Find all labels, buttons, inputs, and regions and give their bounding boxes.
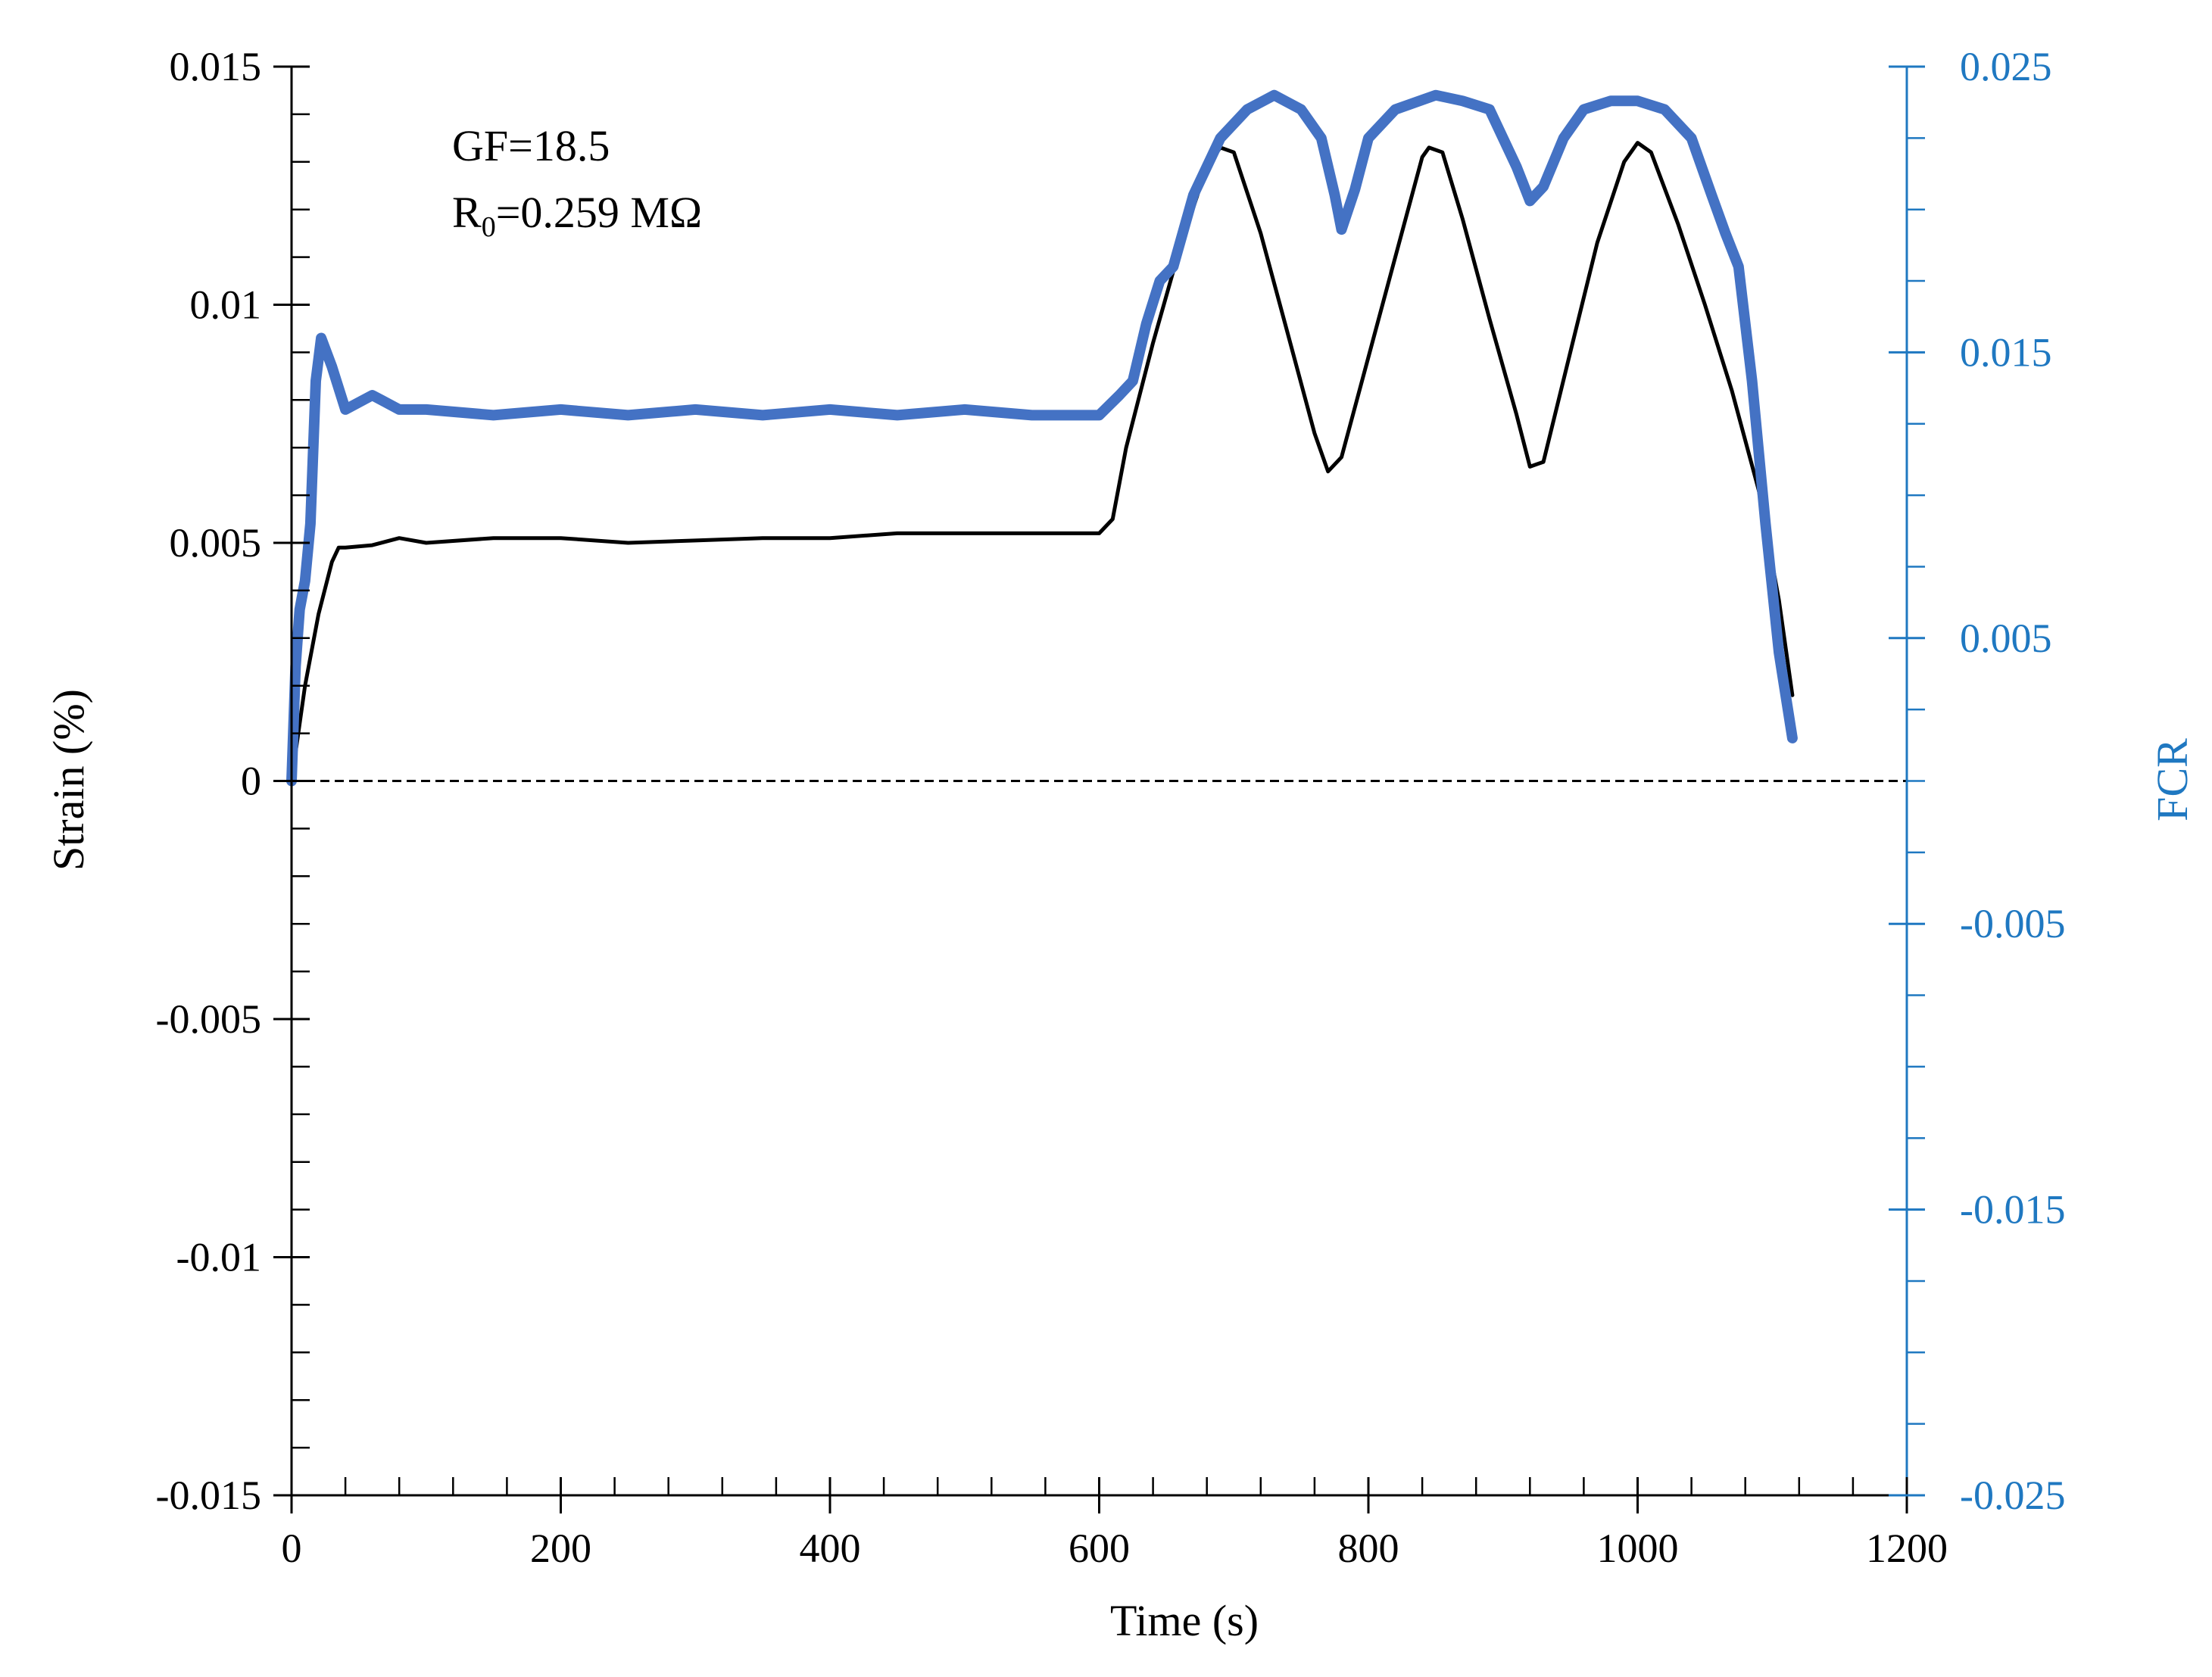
labels-layer: 0.015 0.01 0.005 0 -0.005 -0.01 -0.015 0 200 400 6… [156, 44, 2066, 1571]
x-tick-label: 800 [1338, 1526, 1399, 1571]
y-tick-label: 0 [241, 759, 261, 804]
fcr-series-line [286, 89, 1798, 787]
annotation-resistance: R0=0.259 MΩ [452, 188, 702, 243]
strain-series-line [289, 141, 1795, 783]
y-axis-title: Strain (%) [44, 689, 93, 871]
annotation-resistance-suffix: =0.259 MΩ [496, 188, 702, 237]
annotation-resistance-prefix: R [452, 188, 482, 237]
y2-tick-label: 0.015 [1960, 329, 2052, 375]
y2-tick-label: 0.025 [1960, 44, 2052, 89]
y2-tick-label: 0.005 [1960, 616, 2052, 661]
annotation-resistance-subscript: 0 [482, 211, 496, 243]
y-tick-label: -0.015 [156, 1473, 261, 1518]
series-layer [286, 89, 1798, 787]
axes-layer [273, 65, 1925, 1513]
x-tick-label: 1000 [1597, 1526, 1679, 1571]
x-tick-label: 0 [282, 1526, 302, 1571]
y-tick-label: -0.005 [156, 996, 261, 1042]
y2-tick-label: -0.005 [1960, 901, 2065, 946]
y2-tick-label: -0.015 [1960, 1187, 2065, 1233]
x-tick-label: 200 [530, 1526, 591, 1571]
x-tick-label: 1200 [1866, 1526, 1948, 1571]
x-axis-title: Time (s) [1110, 1596, 1259, 1645]
y2-axis-title: FCR [2148, 738, 2197, 821]
annotation-gauge-factor: GF=18.5 [452, 121, 610, 170]
y-tick-label: 0.01 [190, 282, 262, 328]
y-tick-label: 0.005 [170, 520, 262, 566]
y2-tick-label: -0.025 [1960, 1473, 2065, 1518]
y-tick-label: -0.01 [176, 1235, 261, 1280]
y-tick-label: 0.015 [170, 44, 262, 89]
x-tick-label: 600 [1069, 1526, 1130, 1571]
x-tick-label: 400 [800, 1526, 861, 1571]
